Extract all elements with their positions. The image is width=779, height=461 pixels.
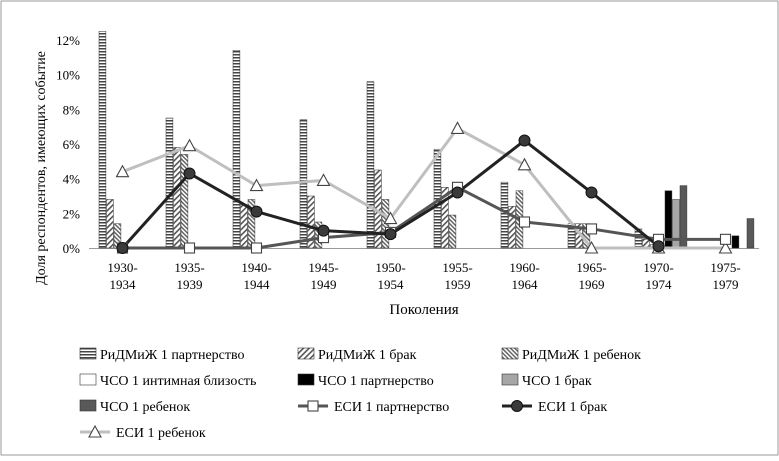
legend-swatch bbox=[501, 347, 519, 360]
y-axis-label: Доля респондентов, имеющих событие bbox=[34, 51, 49, 285]
y-tick-label: 6% bbox=[63, 137, 81, 152]
point-2-1 bbox=[182, 138, 197, 152]
point-0-9 bbox=[719, 233, 732, 245]
point-2-6 bbox=[517, 157, 532, 171]
x-tick-label: 1945-1949 bbox=[308, 260, 338, 292]
legend-label: ЕСИ 1 партнерство bbox=[334, 400, 449, 415]
y-tick-label: 8% bbox=[63, 102, 81, 117]
legend-entry-7: ЕСИ 1 партнерство bbox=[298, 400, 449, 415]
bar-4-9 bbox=[731, 235, 740, 249]
legend-entry-4: ЧСО 1 партнерство bbox=[297, 373, 434, 389]
bar-6-9 bbox=[746, 218, 755, 249]
point-0-6 bbox=[518, 216, 531, 228]
point-0-2 bbox=[250, 242, 263, 254]
legend-swatch bbox=[79, 347, 97, 360]
bar-0-1 bbox=[165, 117, 174, 249]
bars-layer bbox=[98, 31, 755, 249]
bar-0-3 bbox=[299, 119, 308, 249]
point-2-3 bbox=[316, 173, 331, 186]
bar-0-6 bbox=[500, 181, 509, 249]
point-1-5 bbox=[451, 186, 464, 199]
bar-1-3 bbox=[307, 195, 315, 249]
legend-marker bbox=[511, 400, 523, 412]
point-0-7 bbox=[585, 223, 598, 235]
x-tick-label: 1975-1979 bbox=[710, 260, 740, 292]
x-tick-label: 1955-1959 bbox=[442, 260, 472, 292]
legend-swatch bbox=[501, 373, 519, 386]
y-tick-label: 4% bbox=[63, 172, 81, 187]
legend-entry-3: ЧСО 1 интимная близость bbox=[79, 373, 256, 389]
bar-1-6 bbox=[508, 206, 516, 249]
legend-label: ЧСО 1 брак bbox=[522, 374, 592, 389]
legend: РиДМиЖ 1 партнерство РиДМиЖ 1 брак РиДМиЖ … bbox=[79, 347, 641, 441]
legend-label: ЕСИ 1 ребенок bbox=[116, 426, 206, 441]
bar-1-1 bbox=[173, 147, 181, 249]
legend-entry-1: РиДМиЖ 1 брак bbox=[297, 347, 417, 363]
legend-marker bbox=[307, 400, 319, 412]
line-series-0 bbox=[122, 185, 726, 250]
bar-1-5 bbox=[441, 187, 449, 249]
legend-swatch bbox=[79, 399, 97, 412]
point-1-7 bbox=[585, 186, 598, 199]
x-axis-label: Поколения bbox=[389, 302, 458, 318]
legend-entry-0: РиДМиЖ 1 партнерство bbox=[79, 347, 245, 363]
y-tick-label: 2% bbox=[63, 206, 81, 221]
point-1-4 bbox=[384, 228, 397, 241]
bar-0-4 bbox=[366, 81, 375, 249]
point-2-0 bbox=[115, 164, 130, 178]
point-1-2 bbox=[250, 205, 263, 218]
bar-1-2 bbox=[240, 204, 248, 249]
x-tick-label: 1935-1939 bbox=[174, 260, 204, 292]
legend-label: ЧСО 1 ребенок bbox=[100, 400, 190, 415]
legend-label: ЕСИ 1 брак bbox=[538, 400, 607, 415]
x-tick-label: 1960-1964 bbox=[509, 260, 539, 292]
line-series-2 bbox=[121, 126, 726, 250]
x-tick-label: 1940-1944 bbox=[241, 260, 271, 292]
point-2-5 bbox=[450, 121, 465, 134]
legend-label: РиДМиЖ 1 брак bbox=[318, 348, 417, 363]
legend-label: ЧСО 1 партнерство bbox=[318, 374, 434, 389]
legend-entry-6: ЧСО 1 ребенок bbox=[79, 399, 190, 415]
point-1-0 bbox=[116, 242, 129, 254]
lines-layer bbox=[115, 121, 733, 254]
point-1-3 bbox=[317, 224, 330, 237]
bar-1-0 bbox=[106, 199, 114, 249]
legend-entry-2: РиДМиЖ 1 ребенок bbox=[501, 347, 641, 363]
x-tick-label: 1970-1974 bbox=[643, 260, 673, 292]
x-tick-label: 1965-1969 bbox=[576, 260, 606, 292]
legend-label: РиДМиЖ 1 ребенок bbox=[522, 348, 641, 363]
x-tick-label: 1930-1934 bbox=[107, 260, 137, 292]
legend-swatch bbox=[79, 373, 97, 386]
point-2-7 bbox=[584, 240, 599, 254]
legend-label: ЧСО 1 интимная близость bbox=[100, 374, 256, 389]
point-1-6 bbox=[518, 134, 531, 147]
axes-layer: 0% 2% 4% 6% 8% 10% 12% 1930-1934 1935-1939 1940-1… bbox=[56, 33, 759, 292]
legend-label: РиДМиЖ 1 партнерство bbox=[100, 348, 245, 363]
bar-0-2 bbox=[232, 50, 241, 249]
x-tick-label: 1950-1954 bbox=[375, 260, 405, 292]
legend-marker bbox=[88, 424, 102, 438]
legend-entry-5: ЧСО 1 брак bbox=[501, 373, 592, 389]
point-2-2 bbox=[249, 178, 264, 192]
legend-swatch bbox=[297, 373, 315, 386]
bar-2-5 bbox=[448, 214, 457, 249]
point-2-9 bbox=[718, 240, 733, 254]
legend-entry-8: ЕСИ 1 брак bbox=[502, 400, 607, 415]
legend-entry-9: ЕСИ 1 ребенок bbox=[80, 424, 206, 441]
y-tick-label: 0% bbox=[63, 241, 81, 256]
point-1-8 bbox=[652, 240, 665, 253]
point-0-1 bbox=[183, 242, 196, 254]
legend-swatch bbox=[297, 347, 315, 360]
bar-0-0 bbox=[98, 31, 107, 249]
point-2-4 bbox=[383, 211, 398, 225]
point-1-1 bbox=[183, 167, 196, 180]
y-tick-label: 10% bbox=[56, 68, 80, 83]
y-tick-label: 12% bbox=[56, 33, 80, 48]
